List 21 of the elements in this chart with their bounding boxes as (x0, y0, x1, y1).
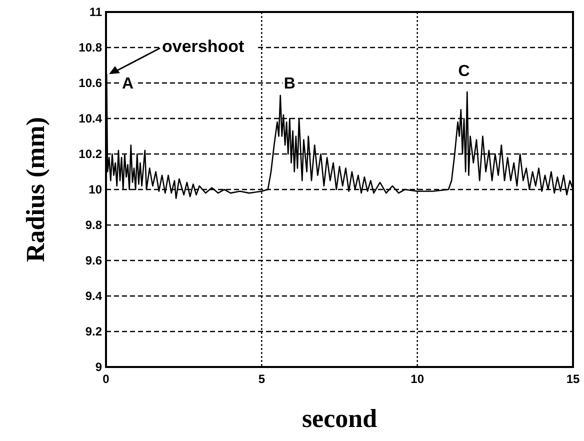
x-axis-title: second (302, 404, 378, 433)
y-tick-label: 9.8 (85, 218, 102, 232)
annotation: overshoot (162, 37, 245, 56)
y-tick-label: 9.4 (85, 289, 102, 304)
y-tick-label: 9.6 (85, 254, 102, 268)
y-tick-label: 10.2 (78, 147, 102, 162)
y-axis-title: Radius (mm) (21, 116, 50, 262)
y-tick-label: 10.6 (78, 76, 102, 90)
y-tick-label: 10.8 (78, 40, 102, 55)
x-tick-label: 15 (566, 372, 580, 386)
y-tick-label: 10.4 (78, 112, 102, 126)
x-tick-label: 0 (102, 372, 110, 386)
x-tick-label: 10 (410, 372, 424, 386)
y-tick-label: 9.2 (85, 324, 102, 339)
annotation: C (458, 63, 470, 80)
y-tick-label: 9 (95, 360, 102, 374)
y-tick-label: 10 (88, 182, 102, 197)
y-tick-label: 11 (89, 5, 102, 20)
x-tick-label: 5 (258, 372, 266, 386)
annotation: B (284, 76, 296, 93)
annotation: A (122, 76, 134, 93)
